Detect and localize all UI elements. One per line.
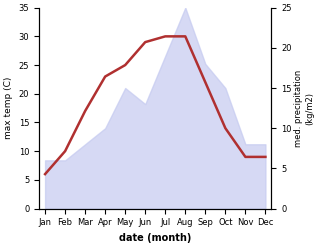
Y-axis label: max temp (C): max temp (C) — [4, 77, 13, 139]
Y-axis label: med. precipitation
(kg/m2): med. precipitation (kg/m2) — [294, 69, 314, 147]
X-axis label: date (month): date (month) — [119, 233, 191, 243]
